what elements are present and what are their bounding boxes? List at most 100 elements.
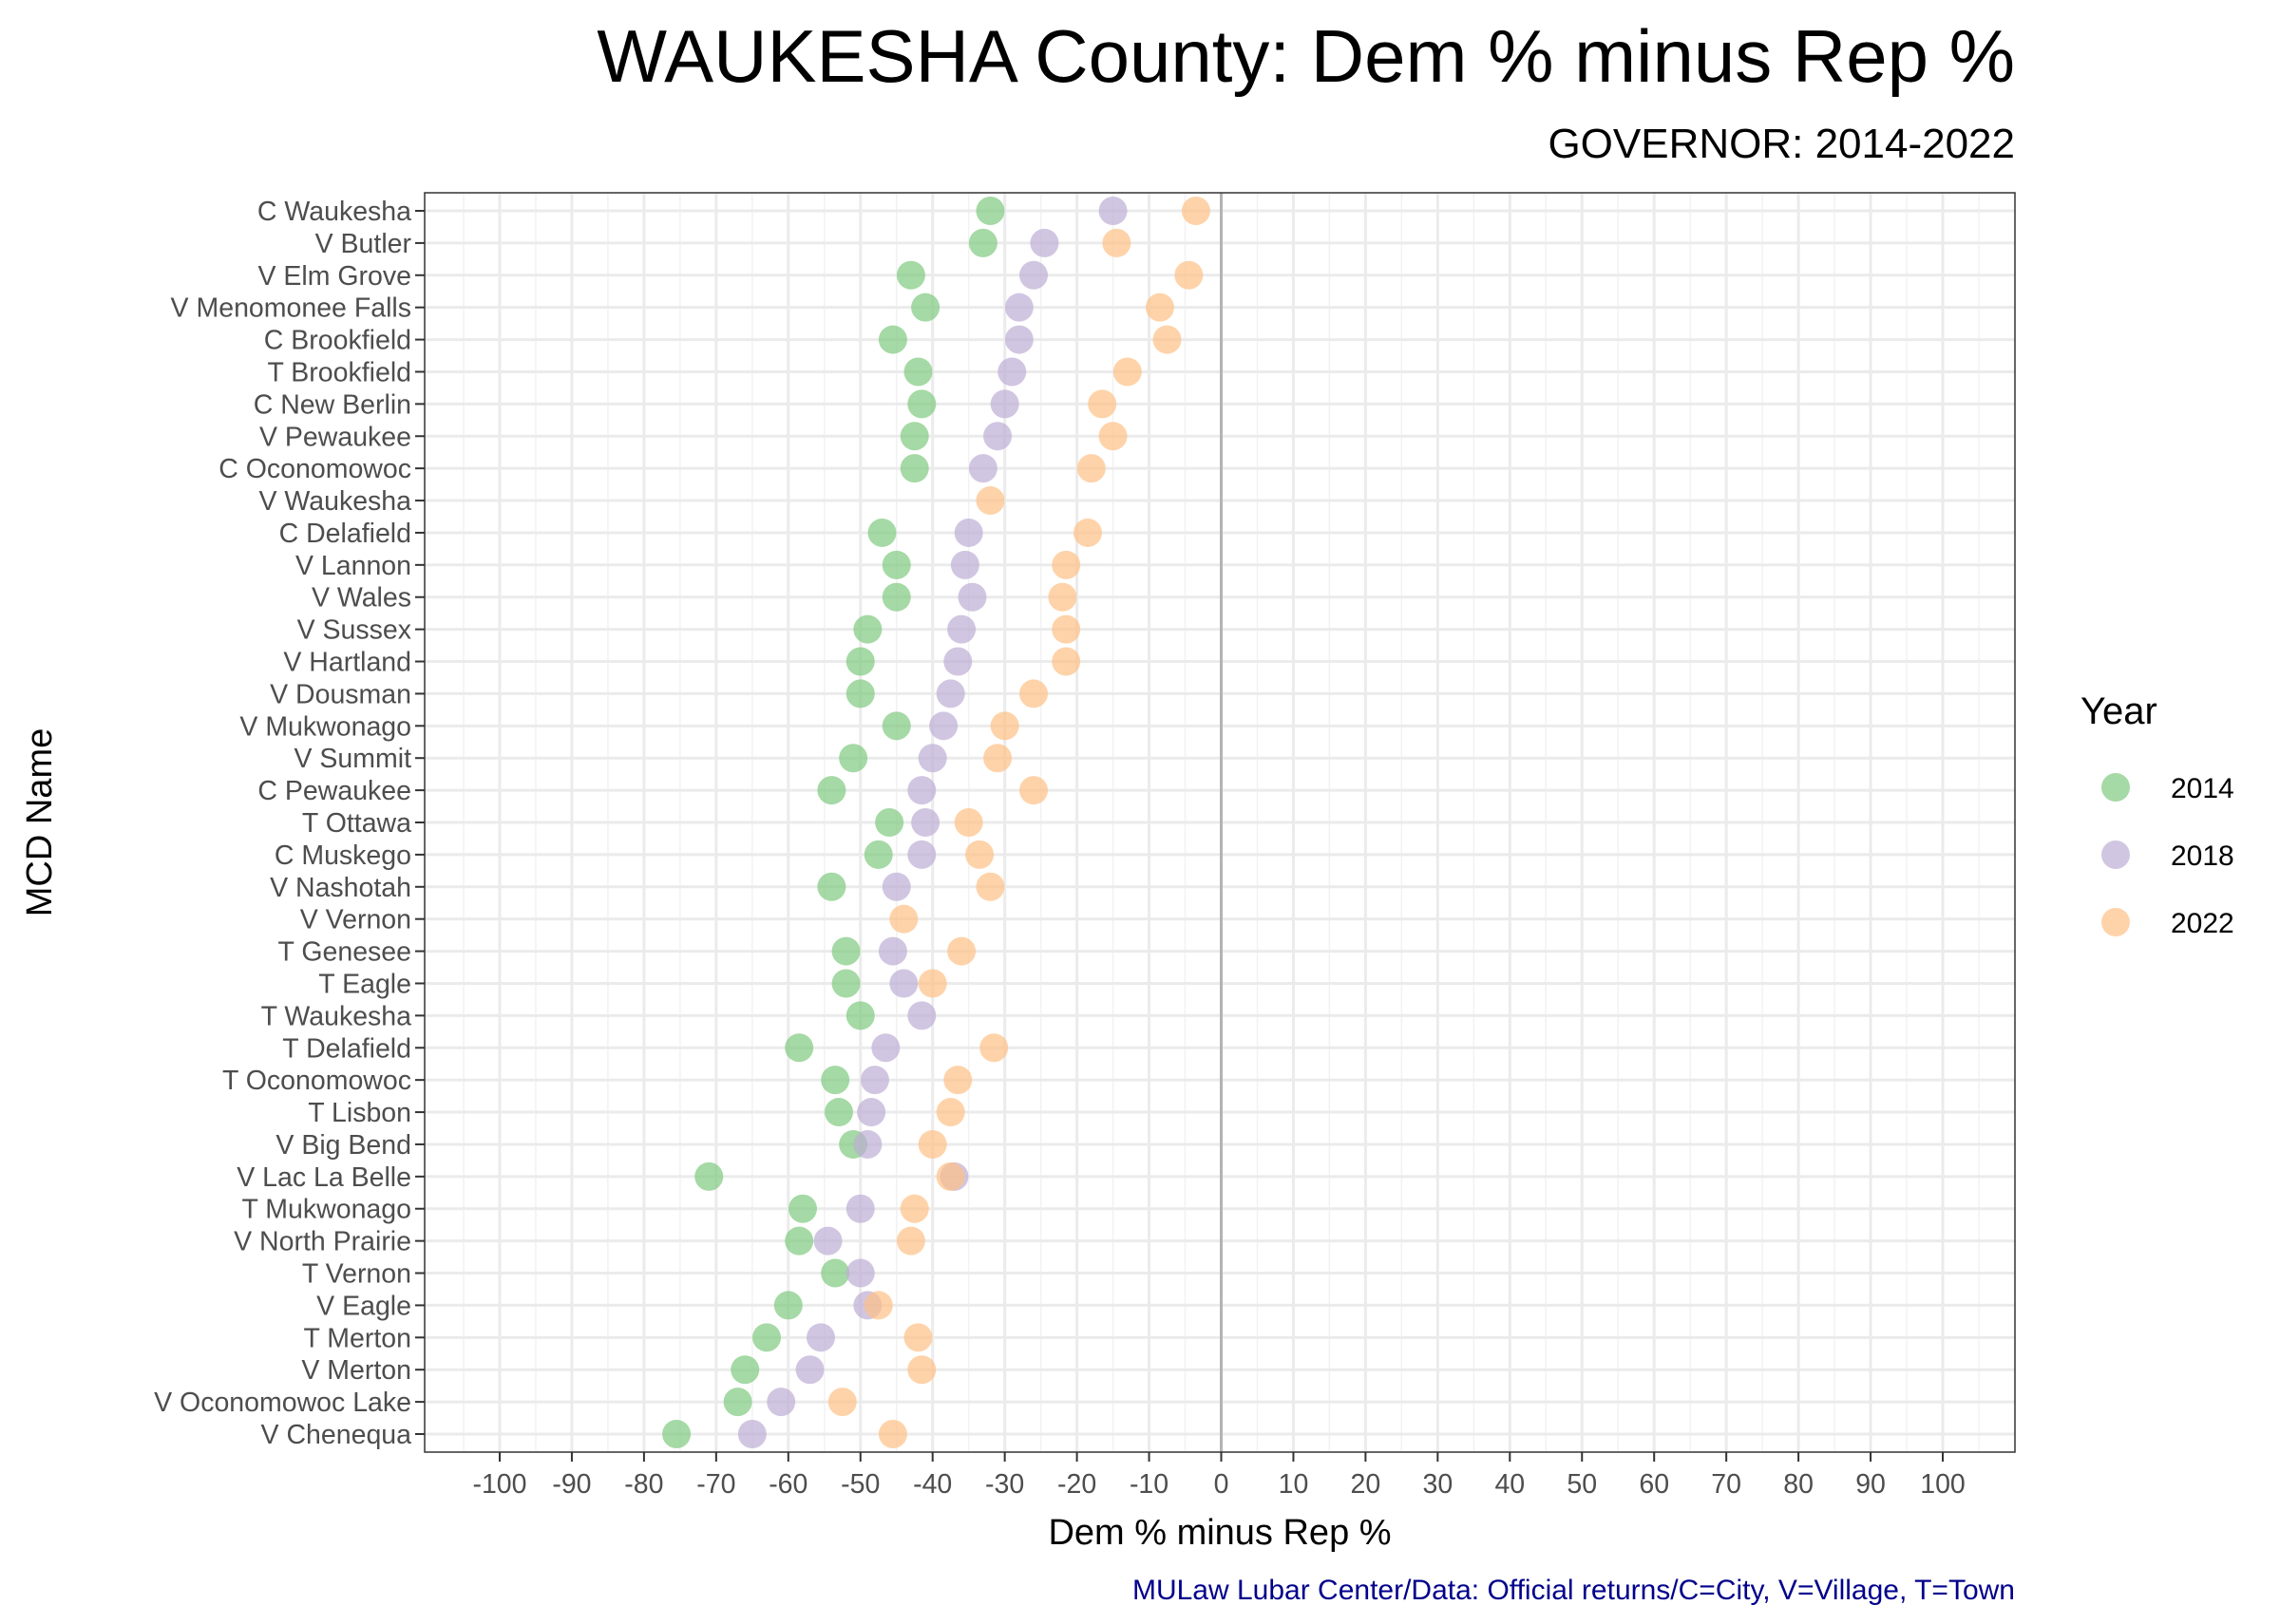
point-2018-t-genesee	[878, 936, 907, 966]
chart-title: WAUKESHA County: Dem % minus Rep %	[597, 14, 2015, 98]
legend-label: 2018	[2171, 840, 2234, 872]
point-2022-t-merton	[903, 1323, 933, 1352]
point-2022-v-vernon	[889, 904, 919, 934]
chart-caption: MULaw Lubar Center/Data: Official return…	[1132, 1575, 2015, 1606]
point-2014-v-hartland	[846, 647, 875, 676]
x-tick-label: -40	[913, 1469, 952, 1500]
x-tick-label: 30	[1422, 1469, 1453, 1500]
point-2018-c-muskego	[907, 840, 937, 869]
point-2022-c-brookfield	[1152, 325, 1182, 354]
point-2018-v-wales	[958, 582, 987, 612]
y-tick-label: V Wales	[312, 583, 411, 614]
x-tick-label: -50	[841, 1469, 880, 1500]
point-2018-v-chenequa	[737, 1420, 767, 1448]
plot-panel	[425, 193, 2015, 1452]
y-tick-label: C Pewaukee	[257, 776, 411, 806]
point-2022-t-oconomowoc	[943, 1066, 973, 1095]
point-2022-t-brookfield	[1112, 357, 1142, 387]
point-2018-v-sussex	[947, 614, 977, 644]
point-2018-t-oconomowoc	[860, 1066, 889, 1095]
point-2018-t-waukesha	[907, 1001, 937, 1030]
point-2014-v-menomonee-falls	[911, 293, 940, 322]
x-tick-label: 80	[1783, 1469, 1814, 1500]
point-2014-v-north-prairie	[785, 1226, 814, 1256]
point-2018-c-pewaukee	[907, 776, 937, 805]
point-2022-v-wales	[1048, 582, 1077, 612]
y-tick-label: C Muskego	[275, 840, 411, 871]
legend: Year 2014 2018 2022	[2080, 690, 2234, 939]
x-tick-label: -10	[1130, 1469, 1168, 1500]
point-2014-t-eagle	[831, 969, 861, 998]
point-2014-v-dousman	[846, 679, 875, 708]
point-2022-v-oconomowoc-lake	[827, 1388, 857, 1417]
y-tick-label: V Butler	[315, 229, 412, 259]
y-tick-label: C Waukesha	[257, 197, 411, 227]
point-2022-v-nashotah	[976, 872, 1005, 901]
point-2018-t-mukwonago	[846, 1194, 875, 1223]
x-axis-title: Dem % minus Rep %	[1048, 1513, 1391, 1553]
point-2018-c-brookfield	[1004, 325, 1034, 354]
x-tick-label: 40	[1494, 1469, 1525, 1500]
point-2014-t-vernon	[821, 1258, 850, 1288]
point-2014-c-waukesha	[976, 197, 1005, 225]
y-tick-label: T Mukwonago	[242, 1195, 412, 1225]
point-2018-c-oconomowoc	[968, 454, 998, 483]
y-tick-label: V Eagle	[316, 1291, 411, 1321]
point-2022-c-delafield	[1073, 518, 1102, 547]
point-2014-v-merton	[731, 1355, 760, 1385]
point-2022-v-merton	[907, 1355, 937, 1385]
x-tick-label: -80	[624, 1469, 663, 1500]
point-2018-v-menomonee-falls	[1004, 293, 1034, 322]
point-2022-c-waukesha	[1181, 197, 1210, 225]
point-2014-t-waukesha	[846, 1001, 875, 1030]
point-2022-v-butler	[1102, 228, 1131, 257]
y-tick-label: T Vernon	[302, 1259, 411, 1290]
x-tick-label: 10	[1279, 1469, 1309, 1500]
y-tick-label: C Brookfield	[264, 326, 411, 356]
point-2014-t-brookfield	[903, 357, 933, 387]
point-2022-v-menomonee-falls	[1145, 293, 1174, 322]
y-tick-label: T Oconomowoc	[222, 1066, 411, 1096]
point-2014-c-oconomowoc	[900, 454, 929, 483]
data-points	[662, 197, 1210, 1448]
point-2014-v-elm-grove	[896, 260, 925, 290]
point-2018-v-hartland	[943, 647, 973, 676]
point-2018-v-dousman	[936, 679, 965, 708]
point-2022-t-mukwonago	[900, 1194, 929, 1223]
legend-key-2014	[2101, 773, 2130, 802]
y-tick-label: T Ottawa	[302, 808, 411, 839]
point-2018-t-eagle	[889, 969, 919, 998]
point-2018-v-pewaukee	[983, 422, 1013, 451]
point-2018-c-waukesha	[1098, 197, 1128, 225]
y-tick-label: C Oconomowoc	[218, 454, 411, 484]
y-tick-label: T Brookfield	[267, 357, 411, 387]
point-2014-v-mukwonago	[882, 711, 911, 741]
point-2014-c-muskego	[864, 840, 893, 869]
point-2018-v-big-bend	[853, 1129, 883, 1159]
point-2022-v-lannon	[1052, 550, 1081, 579]
y-tick-label: T Eagle	[318, 969, 411, 999]
chart-subtitle: GOVERNOR: 2014-2022	[1548, 121, 2015, 167]
point-2022-v-waukesha	[976, 486, 1005, 516]
y-tick-label: C New Berlin	[254, 389, 411, 420]
y-axis-title: MCD Name	[20, 728, 60, 916]
point-2022-v-chenequa	[878, 1420, 907, 1448]
x-tick-label: 70	[1711, 1469, 1741, 1500]
y-tick-label: V Merton	[301, 1355, 411, 1386]
point-2022-v-pewaukee	[1098, 422, 1128, 451]
point-2022-v-lac-la-belle	[936, 1161, 965, 1191]
point-2018-c-delafield	[954, 518, 983, 547]
legend-key-2018	[2101, 840, 2130, 869]
point-2022-v-summit	[983, 744, 1013, 773]
point-2018-v-north-prairie	[813, 1226, 843, 1256]
point-2022-c-muskego	[965, 840, 995, 869]
point-2014-v-summit	[839, 744, 868, 773]
legend-title: Year	[2080, 690, 2157, 732]
point-2014-c-delafield	[867, 518, 897, 547]
point-2022-v-dousman	[1019, 679, 1049, 708]
point-2014-v-nashotah	[817, 872, 846, 901]
point-2022-t-eagle	[918, 969, 947, 998]
point-2014-c-new-berlin	[907, 389, 937, 419]
point-2022-v-sussex	[1052, 614, 1081, 644]
